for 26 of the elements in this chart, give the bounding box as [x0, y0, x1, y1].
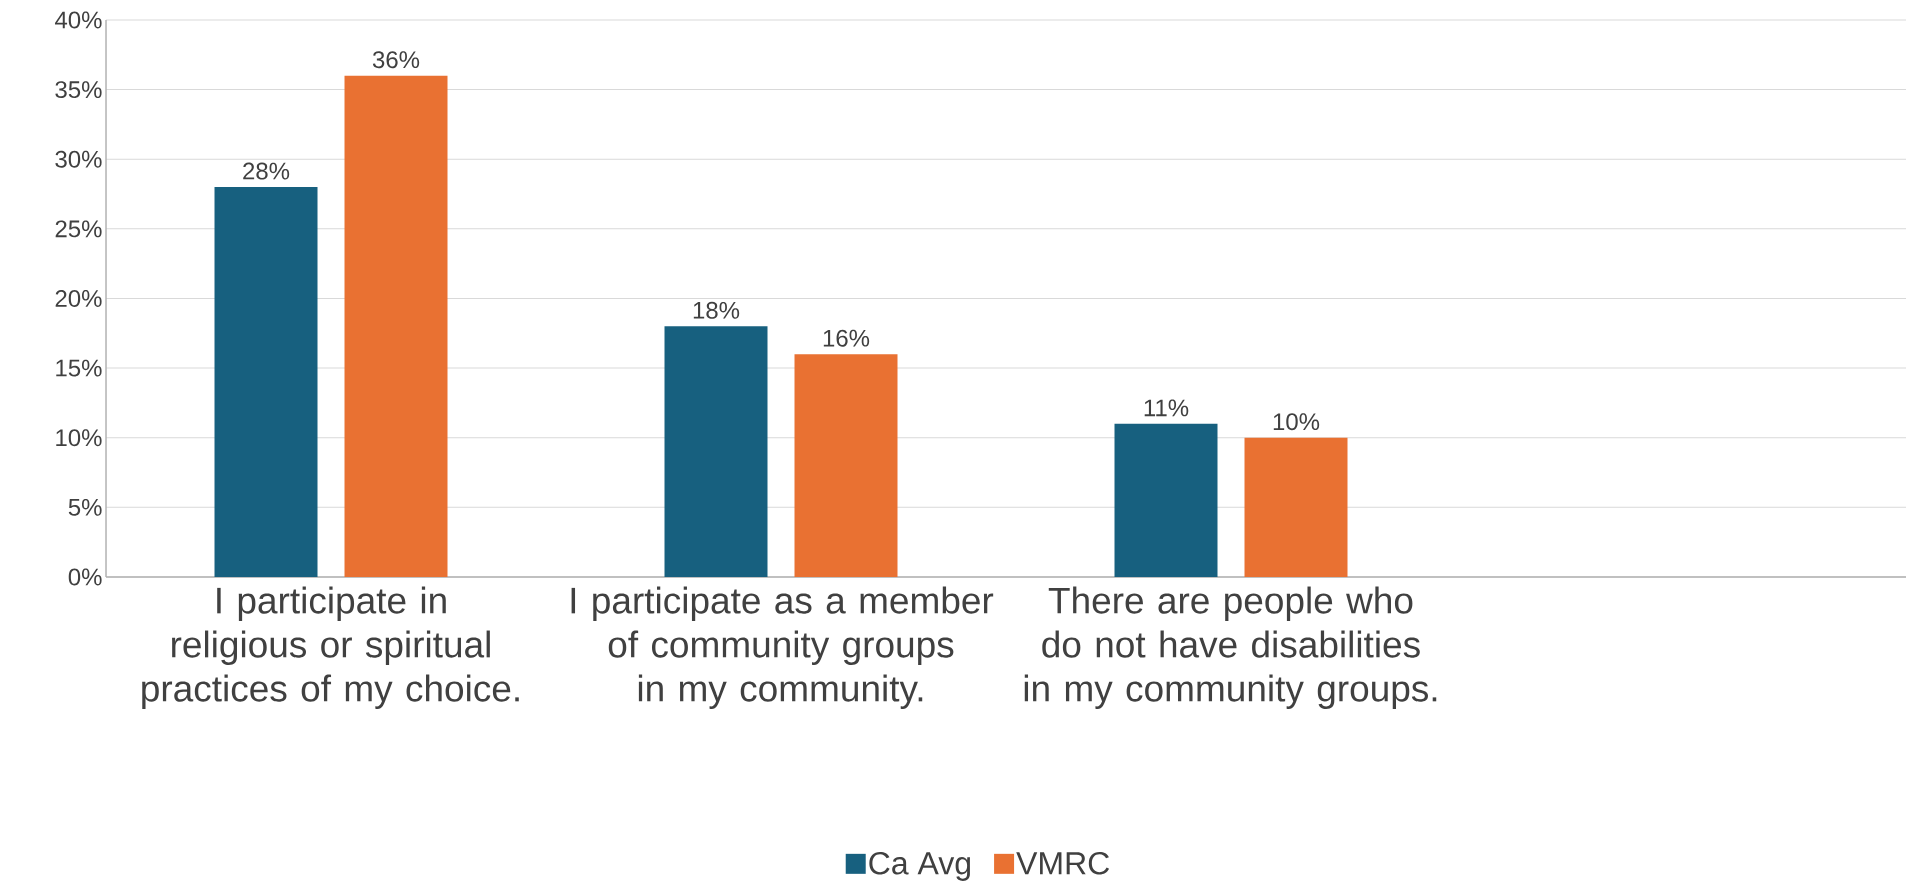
- y-tick-label: 25%: [55, 220, 102, 238]
- bar: [794, 354, 898, 577]
- y-tick-label: 10%: [56, 429, 102, 447]
- bar: [664, 326, 768, 577]
- y-tick-label: 20%: [55, 290, 102, 307]
- data-label: 36%: [372, 51, 420, 69]
- x-tick-label: There are people who do not have disabilities in my community groups.: [1024, 586, 1437, 710]
- data-label: 11%: [1144, 399, 1189, 417]
- y-tick-label: 35%: [55, 81, 102, 99]
- bar: [344, 75, 448, 577]
- legend-label: VMRC: [1016, 851, 1110, 875]
- data-label: 10%: [1273, 413, 1320, 431]
- y-tick-label: 0%: [68, 568, 102, 586]
- data-label: 16%: [823, 329, 870, 347]
- y-tick-label: 40%: [54, 11, 102, 29]
- bar: [214, 187, 318, 577]
- x-tick-label: I participate in religious or spiritual practices of my choice.: [142, 586, 519, 710]
- bar: [1244, 437, 1348, 577]
- data-label: 18%: [693, 301, 740, 319]
- y-tick-label: 30%: [55, 150, 102, 168]
- legend-label: Ca Avg: [869, 851, 971, 881]
- bar: [1114, 423, 1218, 577]
- data-label: 28%: [243, 162, 290, 180]
- y-tick-label: 5%: [68, 498, 102, 516]
- x-tick-label: I participate as a member of community groups in my community.: [571, 586, 994, 710]
- y-tick-label: 15%: [56, 359, 102, 377]
